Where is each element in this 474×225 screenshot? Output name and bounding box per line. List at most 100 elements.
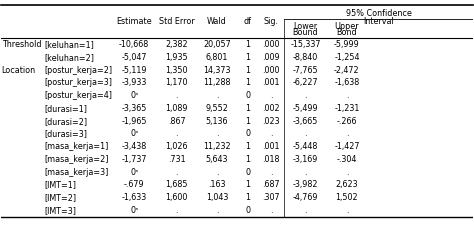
- Text: -.304: -.304: [337, 155, 357, 164]
- Text: .: .: [216, 129, 218, 138]
- Text: [IMT=2]: [IMT=2]: [44, 193, 76, 202]
- Text: 6,801: 6,801: [206, 53, 228, 62]
- Text: .: .: [304, 129, 307, 138]
- Text: 1,043: 1,043: [206, 193, 228, 202]
- Text: 0ᵃ: 0ᵃ: [130, 168, 138, 177]
- Text: .000: .000: [263, 66, 280, 75]
- Text: 1: 1: [245, 53, 250, 62]
- Text: -1,254: -1,254: [334, 53, 360, 62]
- Text: 1: 1: [245, 66, 250, 75]
- Text: .002: .002: [263, 104, 280, 113]
- Text: Bond: Bond: [337, 28, 357, 37]
- Text: 1,026: 1,026: [165, 142, 188, 151]
- Text: 0: 0: [245, 168, 250, 177]
- Text: 1: 1: [245, 104, 250, 113]
- Text: 0ᵃ: 0ᵃ: [130, 206, 138, 215]
- Text: 1,600: 1,600: [165, 193, 188, 202]
- Text: .000: .000: [263, 40, 280, 49]
- Text: 0ᵃ: 0ᵃ: [130, 129, 138, 138]
- Text: 0ᵃ: 0ᵃ: [130, 91, 138, 100]
- Text: -5,999: -5,999: [334, 40, 360, 49]
- Text: 11,288: 11,288: [203, 79, 231, 88]
- Text: 11,232: 11,232: [203, 142, 231, 151]
- Text: -10,668: -10,668: [119, 40, 149, 49]
- Text: [postur_kerja=3]: [postur_kerja=3]: [44, 79, 112, 88]
- Text: -3,169: -3,169: [293, 155, 318, 164]
- Text: .: .: [270, 168, 273, 177]
- Text: .731: .731: [168, 155, 185, 164]
- Text: 1,502: 1,502: [336, 193, 358, 202]
- Text: Location: Location: [1, 66, 36, 75]
- Text: 0: 0: [245, 91, 250, 100]
- Text: .: .: [346, 129, 348, 138]
- Text: df: df: [244, 17, 252, 26]
- Text: -3,665: -3,665: [293, 117, 318, 126]
- Text: -3,365: -3,365: [121, 104, 147, 113]
- Text: -5,119: -5,119: [121, 66, 147, 75]
- Text: 1,089: 1,089: [165, 104, 188, 113]
- Text: 5,136: 5,136: [206, 117, 228, 126]
- Text: [masa_kerja=3]: [masa_kerja=3]: [44, 168, 109, 177]
- Text: [IMT=3]: [IMT=3]: [44, 206, 76, 215]
- Text: -1,737: -1,737: [121, 155, 147, 164]
- Text: -2,472: -2,472: [334, 66, 360, 75]
- Text: Lower: Lower: [293, 22, 318, 31]
- Text: 9,552: 9,552: [205, 104, 228, 113]
- Text: [postur_kerja=4]: [postur_kerja=4]: [44, 91, 112, 100]
- Text: -3,982: -3,982: [293, 180, 318, 189]
- Text: -1,965: -1,965: [121, 117, 147, 126]
- Text: 1: 1: [245, 79, 250, 88]
- Text: 0: 0: [245, 129, 250, 138]
- Text: .: .: [270, 91, 273, 100]
- Text: -.266: -.266: [337, 117, 357, 126]
- Text: .: .: [216, 91, 218, 100]
- Text: .: .: [175, 129, 178, 138]
- Text: .687: .687: [263, 180, 280, 189]
- Text: .867: .867: [168, 117, 185, 126]
- Text: .001: .001: [263, 79, 280, 88]
- Text: -3,438: -3,438: [122, 142, 147, 151]
- Text: Upper: Upper: [335, 22, 359, 31]
- Text: Interval: Interval: [364, 17, 394, 26]
- Text: .163: .163: [208, 180, 226, 189]
- Text: -1,427: -1,427: [334, 142, 360, 151]
- Text: [durasi=1]: [durasi=1]: [44, 104, 87, 113]
- Text: 0: 0: [245, 206, 250, 215]
- Text: .023: .023: [263, 117, 280, 126]
- Text: .: .: [346, 91, 348, 100]
- Text: 5,643: 5,643: [206, 155, 228, 164]
- Text: 1: 1: [245, 117, 250, 126]
- Text: .307: .307: [263, 193, 280, 202]
- Text: -6,227: -6,227: [293, 79, 319, 88]
- Text: .: .: [346, 168, 348, 177]
- Text: [keluhan=1]: [keluhan=1]: [44, 40, 94, 49]
- Text: 1: 1: [245, 40, 250, 49]
- Text: [masa_kerja=2]: [masa_kerja=2]: [44, 155, 109, 164]
- Text: 14,373: 14,373: [203, 66, 231, 75]
- Text: -1,231: -1,231: [334, 104, 360, 113]
- Text: 1: 1: [245, 193, 250, 202]
- Text: 1,935: 1,935: [165, 53, 188, 62]
- Text: [IMT=1]: [IMT=1]: [44, 180, 76, 189]
- Text: -1,633: -1,633: [122, 193, 147, 202]
- Text: -15,337: -15,337: [290, 40, 321, 49]
- Text: .: .: [304, 168, 307, 177]
- Text: -5,047: -5,047: [121, 53, 147, 62]
- Text: Wald: Wald: [207, 17, 227, 26]
- Text: Bound: Bound: [293, 28, 319, 37]
- Text: .018: .018: [263, 155, 280, 164]
- Text: 2,623: 2,623: [336, 180, 358, 189]
- Text: .: .: [175, 168, 178, 177]
- Text: .: .: [216, 168, 218, 177]
- Text: 2,382: 2,382: [165, 40, 188, 49]
- Text: -7,765: -7,765: [293, 66, 319, 75]
- Text: -3,933: -3,933: [121, 79, 147, 88]
- Text: 1: 1: [245, 180, 250, 189]
- Text: .: .: [304, 91, 307, 100]
- Text: 1: 1: [245, 142, 250, 151]
- Text: .: .: [304, 206, 307, 215]
- Text: [durasi=3]: [durasi=3]: [44, 129, 87, 138]
- Text: 20,057: 20,057: [203, 40, 231, 49]
- Text: Sig.: Sig.: [264, 17, 279, 26]
- Text: .: .: [346, 206, 348, 215]
